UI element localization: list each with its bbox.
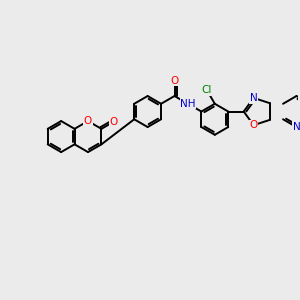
Text: Cl: Cl bbox=[202, 85, 212, 95]
Text: O: O bbox=[110, 117, 118, 127]
Text: O: O bbox=[170, 76, 178, 85]
Text: O: O bbox=[84, 116, 92, 126]
Text: O: O bbox=[250, 120, 258, 130]
Text: NH: NH bbox=[180, 99, 196, 109]
Text: N: N bbox=[292, 122, 300, 132]
Text: N: N bbox=[250, 93, 257, 103]
